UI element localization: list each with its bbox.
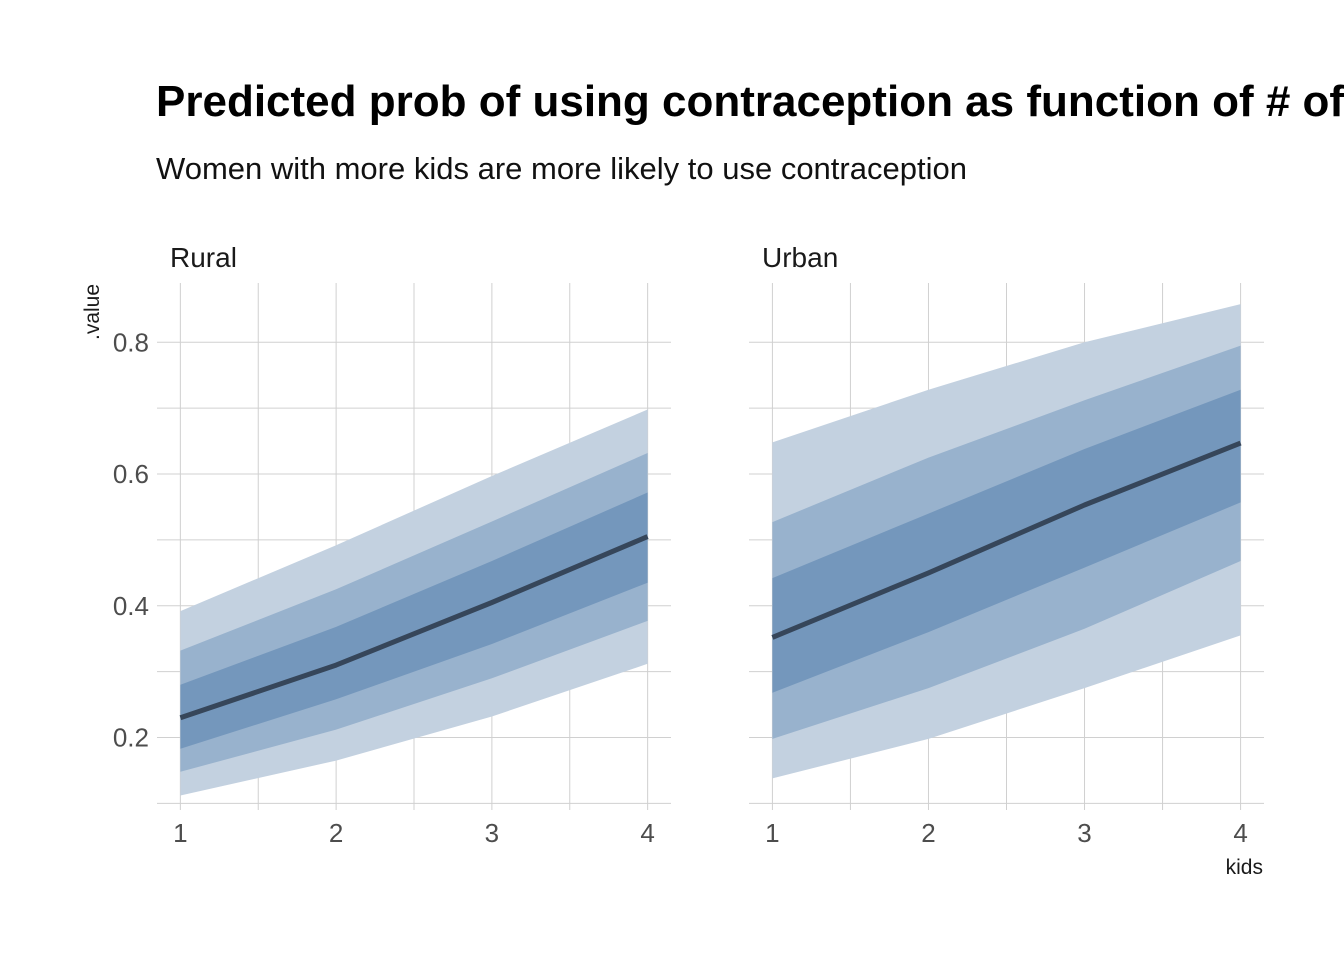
y-tick-labels: 0.2 0.4 0.6 0.8 [113, 327, 149, 752]
x-tick-label: 4 [1233, 818, 1247, 848]
x-tick-labels: 1 2 3 4 [173, 818, 655, 848]
x-axis-title: kids [1226, 856, 1263, 879]
median-line [179, 534, 649, 721]
y-tick-label: 0.6 [113, 459, 149, 489]
x-tick-label: 2 [921, 818, 935, 848]
median-line [771, 440, 1242, 640]
chart-title: Predicted prob of using contraception as… [156, 77, 1344, 126]
y-tick-label: 0.2 [113, 723, 149, 753]
x-tick-label: 2 [329, 818, 343, 848]
chart-subtitle: Women with more kids are more likely to … [156, 151, 967, 186]
facet-panel-urban: Urban 1 2 3 4 [749, 242, 1264, 848]
median-line-layer [771, 440, 1242, 640]
median-line-layer [179, 534, 649, 721]
facet-panel-rural: Rural 1 2 3 4 [157, 242, 671, 848]
x-tick-label: 1 [173, 818, 187, 848]
x-tick-label: 3 [485, 818, 499, 848]
facet-strip-label: Rural [170, 242, 237, 273]
y-tick-label: 0.8 [113, 327, 149, 357]
y-tick-label: 0.4 [113, 591, 149, 621]
facet-strip-label: Urban [762, 242, 838, 273]
interval-bands [180, 409, 648, 796]
interval-band-50 [180, 492, 648, 749]
y-axis-title: .value [81, 284, 104, 340]
x-tick-label: 3 [1077, 818, 1091, 848]
x-tick-label: 1 [765, 818, 779, 848]
x-tick-label: 4 [640, 818, 654, 848]
x-tick-labels: 1 2 3 4 [765, 818, 1248, 848]
